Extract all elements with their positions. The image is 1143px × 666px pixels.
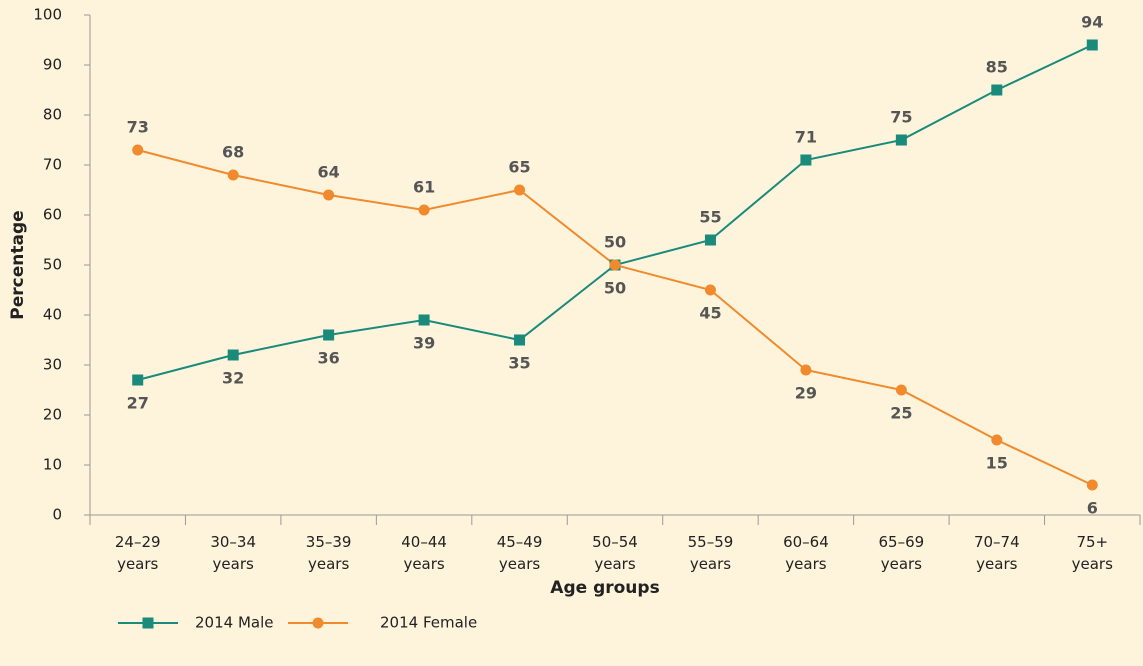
y-tick-label: 90 (43, 56, 62, 74)
x-tick-label: 24–29 years (115, 533, 161, 573)
x-tick-label-line: years (308, 555, 349, 573)
marker (418, 314, 430, 326)
value-label: 25 (890, 404, 912, 423)
value-label: 55 (699, 208, 721, 227)
x-tick-label-line: years (690, 555, 731, 573)
x-tick-label-line: years (785, 555, 826, 573)
value-label: 29 (795, 384, 817, 403)
y-tick-label: 70 (43, 156, 62, 174)
y-tick-label: 100 (33, 6, 62, 24)
x-tick-label-line: 40–44 (401, 533, 447, 551)
value-label: 32 (222, 369, 244, 388)
x-tick-label-line: years (117, 555, 158, 573)
marker (312, 617, 324, 629)
marker (1086, 479, 1098, 491)
marker (991, 84, 1003, 96)
value-label: 45 (699, 304, 721, 323)
marker (323, 329, 335, 341)
value-label: 50 (604, 233, 626, 252)
marker (800, 154, 812, 166)
marker (895, 134, 907, 146)
x-tick-label: 45–49 years (497, 533, 543, 573)
marker (323, 189, 335, 201)
x-tick-label-line: 70–74 (974, 533, 1020, 551)
x-tick-label: 35–39 years (306, 533, 352, 573)
marker (609, 259, 621, 271)
value-label: 71 (795, 128, 817, 147)
x-tick-label: 60–64 years (783, 533, 829, 573)
x-tick-label-line: 55–59 (688, 533, 734, 551)
x-tick-label-line: 24–29 (115, 533, 161, 551)
x-axis-label: Age groups (550, 578, 659, 598)
x-tick-label: 50–54 years (592, 533, 638, 573)
series-line (137, 149, 1093, 486)
x-tick-label-line: years (213, 555, 254, 573)
x-tick-label-line: years (976, 555, 1017, 573)
x-tick-label-line: 45–49 (497, 533, 543, 551)
x-tick-label-line: 30–34 (210, 533, 256, 551)
y-axis-label: Percentage (8, 210, 28, 319)
value-label: 73 (127, 118, 149, 137)
marker (514, 184, 526, 196)
y-tick-label: 10 (43, 456, 62, 474)
x-tick-label: 65–69 years (879, 533, 925, 573)
x-tick-label-line: 50–54 (592, 533, 638, 551)
legend-label: 2014 Male (195, 614, 273, 632)
x-tick-label: 70–74 years (974, 533, 1020, 573)
y-tick-label: 20 (43, 406, 62, 424)
value-label: 27 (127, 394, 149, 413)
value-label: 68 (222, 143, 244, 162)
marker (132, 144, 144, 156)
value-label: 15 (986, 454, 1008, 473)
value-label: 64 (318, 163, 340, 182)
value-label: 36 (318, 349, 340, 368)
marker (895, 384, 907, 396)
legend-label: 2014 Female (380, 614, 477, 632)
marker (1086, 39, 1098, 51)
x-tick-label: 55–59 years (688, 533, 734, 573)
value-label: 39 (413, 334, 435, 353)
y-tick-label: 30 (43, 356, 62, 374)
x-tick-label-line: 60–64 (783, 533, 829, 551)
value-label: 35 (508, 354, 530, 373)
x-tick-label-line: 75+ (1076, 533, 1108, 551)
marker (514, 334, 526, 346)
value-label: 85 (986, 58, 1008, 77)
x-tick-label-line: years (594, 555, 635, 573)
marker (800, 364, 812, 376)
y-tick-label: 60 (43, 206, 62, 224)
y-tick-label: 0 (52, 506, 62, 524)
marker (704, 284, 716, 296)
y-tick-label: 80 (43, 106, 62, 124)
value-label: 94 (1081, 13, 1103, 32)
x-tick-label-line: years (1072, 555, 1113, 573)
y-tick-label: 50 (43, 256, 62, 274)
x-tick-label: 75+ years (1072, 533, 1113, 573)
x-tick-label-line: 65–69 (879, 533, 925, 551)
value-label: 50 (604, 279, 626, 298)
value-label: 65 (508, 158, 530, 177)
marker (704, 234, 716, 246)
x-tick-label-line: 35–39 (306, 533, 352, 551)
x-tick-label: 40–44 years (401, 533, 447, 573)
marker (418, 204, 430, 216)
series-line (137, 44, 1093, 381)
marker (991, 434, 1003, 446)
x-tick-label: 30–34 years (210, 533, 256, 573)
x-tick-label-line: years (881, 555, 922, 573)
value-label: 61 (413, 178, 435, 197)
x-tick-label-line: years (499, 555, 540, 573)
marker (132, 374, 144, 386)
x-tick-label-line: years (403, 555, 444, 573)
marker (227, 349, 239, 361)
marker (142, 617, 154, 629)
value-label: 6 (1087, 499, 1098, 518)
y-tick-label: 40 (43, 306, 62, 324)
marker (227, 169, 239, 181)
value-label: 75 (890, 108, 912, 127)
